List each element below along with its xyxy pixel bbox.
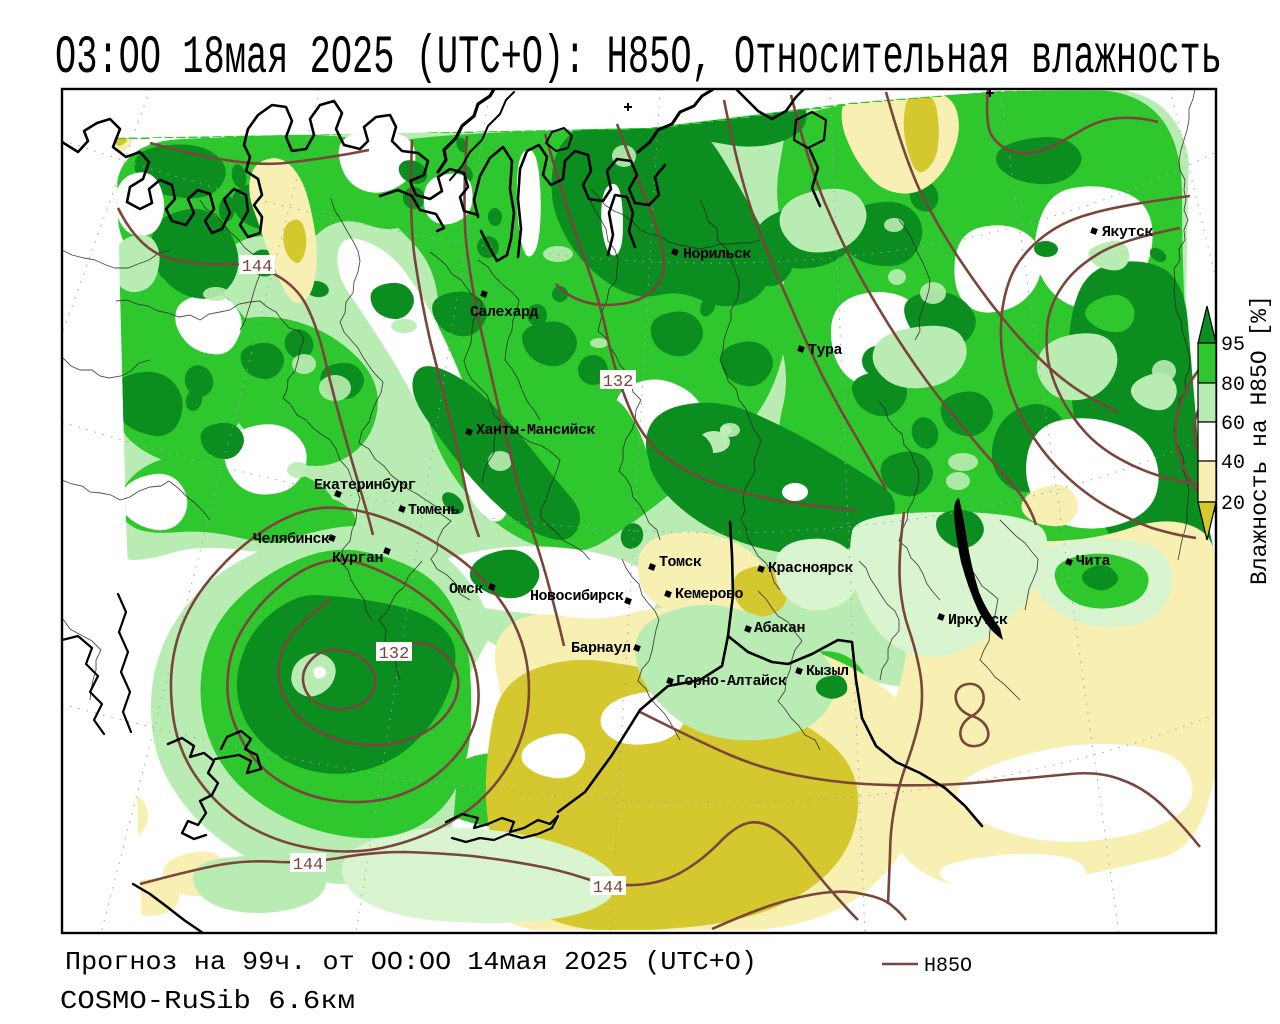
svg-text:Курган: Курган <box>332 550 383 567</box>
svg-text:O3:OO 18мая 2O25 (UTC+O): H85O: O3:OO 18мая 2O25 (UTC+O): H85O, Относите… <box>55 28 1222 89</box>
svg-text:H85O: H85O <box>924 955 972 978</box>
svg-text:40: 40 <box>1221 452 1245 475</box>
svg-text:95: 95 <box>1221 334 1245 357</box>
svg-text:Новосибирск: Новосибирск <box>530 588 624 605</box>
svg-text:Челябинск: Челябинск <box>253 531 330 548</box>
svg-text:144: 144 <box>242 258 273 277</box>
svg-text:Кемерово: Кемерово <box>675 586 744 603</box>
svg-text:Барнаул: Барнаул <box>571 640 631 657</box>
svg-text:Влажность на H85O [%]: Влажность на H85O [%] <box>1247 295 1273 585</box>
svg-text:Иркутск: Иркутск <box>948 612 1008 629</box>
svg-text:Чита: Чита <box>1076 553 1111 570</box>
svg-text:Ханты-Мансийск: Ханты-Мансийск <box>476 422 596 439</box>
svg-text:144: 144 <box>293 856 324 875</box>
svg-text:Омск: Омск <box>449 581 484 598</box>
svg-text:Тюмень: Тюмень <box>408 502 460 519</box>
svg-text:COSMO-RuSib 6.6км: COSMO-RuSib 6.6км <box>60 986 355 1016</box>
svg-text:Прогноз на 99ч. от OO:OO 14мая: Прогноз на 99ч. от OO:OO 14мая 2O25 (UTC… <box>65 947 757 977</box>
svg-text:Якутск: Якутск <box>1102 224 1154 241</box>
svg-text:Кызыл: Кызыл <box>806 663 849 680</box>
svg-text:60: 60 <box>1221 413 1245 436</box>
svg-text:Абакан: Абакан <box>754 620 805 637</box>
svg-text:Горно-Алтайск: Горно-Алтайск <box>676 673 787 690</box>
svg-text:Норильск: Норильск <box>683 246 752 263</box>
svg-text:Екатеринбург: Екатеринбург <box>314 477 416 494</box>
svg-text:20: 20 <box>1221 493 1245 516</box>
svg-text:132: 132 <box>379 645 410 664</box>
svg-text:80: 80 <box>1221 374 1245 397</box>
svg-text:Томск: Томск <box>659 554 702 571</box>
svg-text:Салехард: Салехард <box>470 304 539 321</box>
svg-text:144: 144 <box>593 879 624 898</box>
svg-text:Тура: Тура <box>808 342 843 359</box>
svg-text:Красноярск: Красноярск <box>768 560 854 577</box>
svg-text:132: 132 <box>603 373 634 392</box>
